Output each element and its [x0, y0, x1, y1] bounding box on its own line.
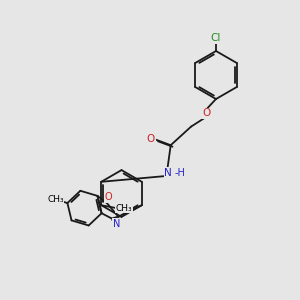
Text: -H: -H: [174, 168, 185, 178]
Text: N: N: [112, 219, 120, 229]
Text: O: O: [147, 134, 155, 144]
Text: CH₃: CH₃: [116, 204, 132, 213]
Text: N: N: [164, 168, 172, 178]
Text: CH₃: CH₃: [47, 195, 64, 204]
Text: Cl: Cl: [211, 33, 221, 43]
Text: O: O: [105, 192, 112, 202]
Text: O: O: [202, 108, 210, 118]
